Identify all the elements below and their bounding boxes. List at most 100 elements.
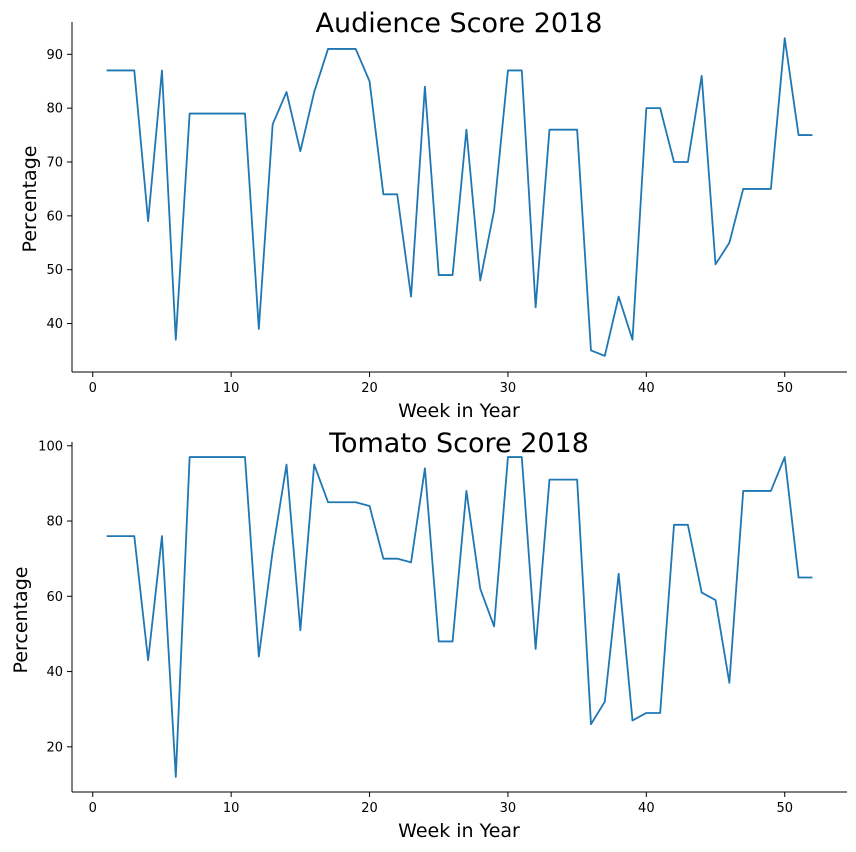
data-point xyxy=(382,558,384,560)
data-point xyxy=(355,48,357,50)
data-point xyxy=(244,113,246,115)
data-point xyxy=(493,210,495,212)
y-tick-label: 50 xyxy=(46,263,63,278)
data-point xyxy=(770,490,772,492)
data-point xyxy=(230,113,232,115)
data-point xyxy=(203,456,205,458)
x-tick-label: 50 xyxy=(776,801,793,816)
data-point xyxy=(812,134,814,136)
data-point xyxy=(299,150,301,152)
data-point xyxy=(216,113,218,115)
data-point xyxy=(189,113,191,115)
data-point xyxy=(645,712,647,714)
data-point xyxy=(341,48,343,50)
x-tick-label: 30 xyxy=(500,801,517,816)
data-point xyxy=(286,464,288,466)
data-point xyxy=(687,161,689,163)
data-point xyxy=(355,501,357,503)
y-tick-label: 70 xyxy=(46,156,63,171)
x-tick-label: 20 xyxy=(361,381,378,396)
data-point xyxy=(396,193,398,195)
x-axis-label: Week in Year xyxy=(398,820,520,842)
chart-title: Audience Score 2018 xyxy=(316,8,603,39)
data-point xyxy=(133,70,135,72)
x-tick-label: 40 xyxy=(638,381,655,396)
data-point xyxy=(715,599,717,601)
data-point xyxy=(120,70,122,72)
audience-score-chart: Audience Score 2018 Week in Year Percent… xyxy=(19,8,847,422)
data-point xyxy=(701,75,703,77)
data-point xyxy=(756,188,758,190)
data-point xyxy=(175,339,177,341)
data-point xyxy=(313,91,315,93)
data-point xyxy=(382,193,384,195)
data-point xyxy=(203,113,205,115)
data-point xyxy=(313,464,315,466)
data-point xyxy=(299,629,301,631)
data-point xyxy=(258,656,260,658)
data-point xyxy=(327,501,329,503)
tomato-score-chart: Tomato Score 2018 Week in Year Percentag… xyxy=(10,428,847,842)
data-point xyxy=(161,70,163,72)
data-point xyxy=(230,456,232,458)
y-tick-label: 80 xyxy=(46,102,63,117)
data-point xyxy=(659,712,661,714)
data-point xyxy=(535,306,537,308)
data-point xyxy=(659,107,661,109)
y-tick-label: 60 xyxy=(46,590,63,605)
data-point xyxy=(798,134,800,136)
data-point xyxy=(770,188,772,190)
data-point xyxy=(452,274,454,276)
x-tick-label: 40 xyxy=(638,801,655,816)
data-point xyxy=(258,328,260,330)
data-point xyxy=(410,296,412,298)
chart-title: Tomato Score 2018 xyxy=(328,428,589,459)
data-point xyxy=(742,490,744,492)
x-tick-label: 0 xyxy=(89,381,97,396)
x-tick-label: 10 xyxy=(223,381,240,396)
data-point xyxy=(521,70,523,72)
y-tick-label: 40 xyxy=(46,317,63,332)
y-axis-label: Percentage xyxy=(19,146,41,253)
data-point xyxy=(798,577,800,579)
data-point xyxy=(106,70,108,72)
x-tick-label: 30 xyxy=(500,381,517,396)
data-point xyxy=(424,467,426,469)
data-point xyxy=(756,490,758,492)
data-point xyxy=(369,80,371,82)
data-point xyxy=(590,723,592,725)
data-point xyxy=(687,524,689,526)
data-point xyxy=(106,535,108,537)
data-point xyxy=(244,456,246,458)
data-point xyxy=(784,37,786,39)
data-point xyxy=(189,456,191,458)
x-tick-label: 50 xyxy=(776,381,793,396)
data-point xyxy=(161,535,163,537)
data-point xyxy=(618,573,620,575)
data-point xyxy=(341,501,343,503)
data-point xyxy=(673,161,675,163)
data-point xyxy=(479,588,481,590)
x-tick-label: 10 xyxy=(223,801,240,816)
data-point xyxy=(438,274,440,276)
data-point xyxy=(742,188,744,190)
data-point xyxy=(728,682,730,684)
y-tick-label: 80 xyxy=(46,515,63,530)
data-point xyxy=(424,86,426,88)
data-point xyxy=(452,641,454,643)
data-point xyxy=(618,296,620,298)
y-tick-label: 100 xyxy=(38,439,63,454)
y-tick-label: 20 xyxy=(46,740,63,755)
data-point xyxy=(576,479,578,481)
data-point xyxy=(562,129,564,131)
data-point xyxy=(133,535,135,537)
data-point xyxy=(632,339,634,341)
data-point xyxy=(327,48,329,50)
data-point xyxy=(272,550,274,552)
data-point xyxy=(410,562,412,564)
y-tick-label: 60 xyxy=(46,209,63,224)
data-point xyxy=(272,123,274,125)
data-point xyxy=(604,701,606,703)
data-point xyxy=(645,107,647,109)
